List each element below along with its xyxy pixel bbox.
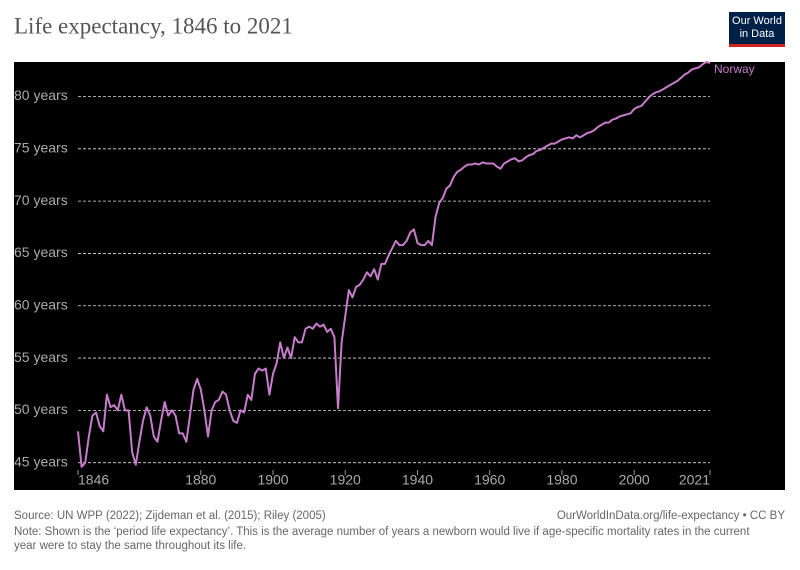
x-tick-label: 2000 [619,472,650,488]
y-tick-label: 60 years [14,296,68,312]
chart-title: Life expectancy, 1846 to 2021 [14,13,293,38]
line [77,61,711,468]
y-tick-label: 45 years [14,453,68,469]
x-tick-label: 1846 [78,472,109,488]
y-tick-label: 80 years [14,87,68,103]
note: Note: Shown is the ‘period life expectan… [14,526,750,538]
x-tick-label: 2021 [679,472,710,488]
x-tick-label: 1900 [257,472,288,488]
series-label: Norway [714,62,755,76]
logo-text: in Data [740,28,776,40]
note: year were to stay the same throughout it… [14,540,246,552]
y-tick-label: 65 years [14,244,68,260]
logo-box [729,12,785,47]
x-tick-label: 1960 [474,472,505,488]
logo-text: Our World [732,15,782,27]
source: Source: UN WPP (2022); Zijdeman et al. (… [14,510,326,522]
y-tick-label: 50 years [14,401,68,417]
x-tick-label: 1940 [402,472,433,488]
plot-background [14,62,785,490]
x-tick-label: 1880 [185,472,216,488]
y-tick-label: 55 years [14,349,68,365]
x-tick-label: 1920 [330,472,361,488]
y-tick-label: 75 years [14,140,68,156]
y-tick-label: 70 years [14,192,68,208]
link[interactable]: OurWorldInData.org/life-expectancy • CC … [557,510,785,522]
logo-stripe [729,44,785,47]
x-tick-label: 1980 [546,472,577,488]
